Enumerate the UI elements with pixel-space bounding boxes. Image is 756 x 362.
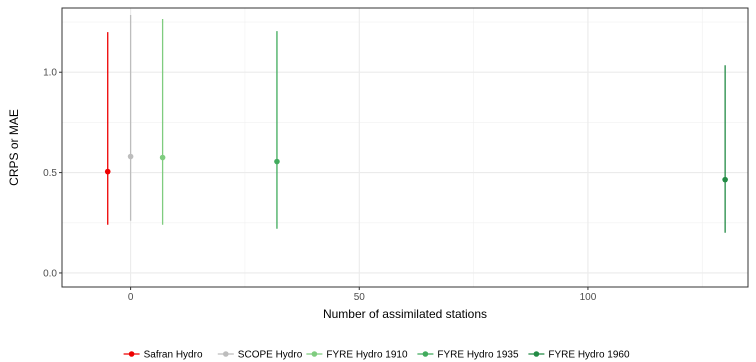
legend-label: FYRE Hydro 1910 xyxy=(326,350,408,361)
x-axis-title: Number of assimilated stations xyxy=(323,307,487,321)
data-point xyxy=(722,176,728,183)
x-tick-label: 0 xyxy=(128,292,134,303)
legend-key-point xyxy=(128,351,135,357)
data-marks xyxy=(104,15,728,233)
y-tick-label: 0.0 xyxy=(43,268,57,279)
legend-key-point xyxy=(311,351,318,357)
data-point xyxy=(104,168,111,175)
y-axis-ticks: 0.0 0.5 1.0 xyxy=(43,68,62,279)
y-tick-label: 1.0 xyxy=(43,68,57,79)
major-gridlines xyxy=(62,8,748,287)
y-tick-label: 0.5 xyxy=(43,168,57,179)
legend-label: FYRE Hydro 1960 xyxy=(548,350,630,361)
data-point xyxy=(127,153,134,160)
legend-label: Safran Hydro xyxy=(144,350,203,361)
legend-key-point xyxy=(422,351,429,357)
x-tick-label: 50 xyxy=(354,292,366,303)
legend-label: SCOPE Hydro xyxy=(238,350,303,361)
x-tick-label: 100 xyxy=(580,292,597,303)
legend-label: FYRE Hydro 1935 xyxy=(437,350,519,361)
data-point xyxy=(159,154,166,161)
y-axis-title: CRPS or MAE xyxy=(7,109,21,186)
minor-gridlines xyxy=(62,8,748,287)
legend: Safran Hydro SCOPE Hydro FYRE Hydro 1910 FY… xyxy=(123,350,630,361)
x-axis-ticks: 0 50 100 xyxy=(128,287,597,303)
panel-border xyxy=(61,7,749,288)
legend-key-point xyxy=(533,351,540,357)
legend-key-point xyxy=(223,351,229,357)
data-point xyxy=(274,158,280,165)
